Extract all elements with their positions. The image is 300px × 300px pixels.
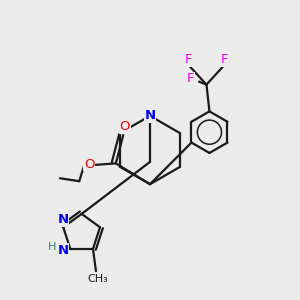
Text: F: F [186, 72, 194, 85]
Text: CH₃: CH₃ [87, 274, 108, 284]
Text: F: F [185, 53, 192, 66]
Text: N: N [58, 213, 69, 226]
Text: N: N [144, 109, 156, 122]
Text: F: F [220, 53, 228, 66]
Text: N: N [57, 244, 68, 257]
Text: H: H [48, 242, 57, 252]
Text: O: O [84, 158, 94, 171]
Text: O: O [119, 120, 130, 133]
